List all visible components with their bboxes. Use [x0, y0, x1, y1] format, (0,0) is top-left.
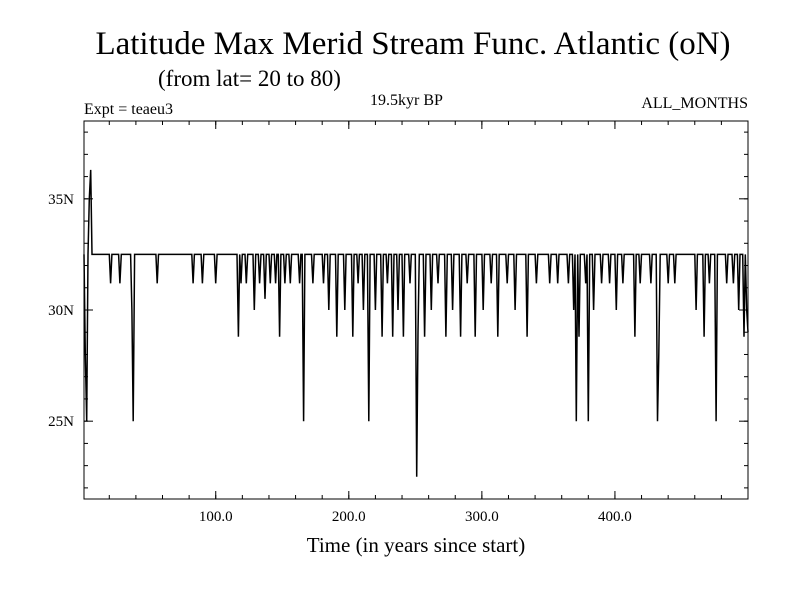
series-line — [83, 169, 749, 477]
y-tick-label: 25N — [48, 414, 74, 430]
y-tick-label: 30N — [48, 303, 74, 319]
x-tick-label: 200.0 — [332, 509, 366, 525]
series-group — [83, 169, 749, 477]
months-label: ALL_MONTHS — [641, 95, 748, 112]
tick-labels: 100.0 200.0 300.0 400.0 25N 30N 35N — [48, 192, 632, 525]
x-tick-label: 100.0 — [199, 509, 233, 525]
period-label: 19.5kyr BP — [370, 92, 443, 109]
y-tick-label: 35N — [48, 192, 74, 208]
x-tick-label: 400.0 — [598, 509, 632, 525]
chart-title: Latitude Max Merid Stream Func. Atlantic… — [95, 26, 731, 62]
chart-subtitle: (from lat= 20 to 80) — [158, 66, 341, 91]
experiment-label: Expt = teaeu3 — [84, 101, 173, 118]
x-tick-label: 300.0 — [465, 509, 499, 525]
x-axis-label: Time (in years since start) — [306, 533, 526, 557]
